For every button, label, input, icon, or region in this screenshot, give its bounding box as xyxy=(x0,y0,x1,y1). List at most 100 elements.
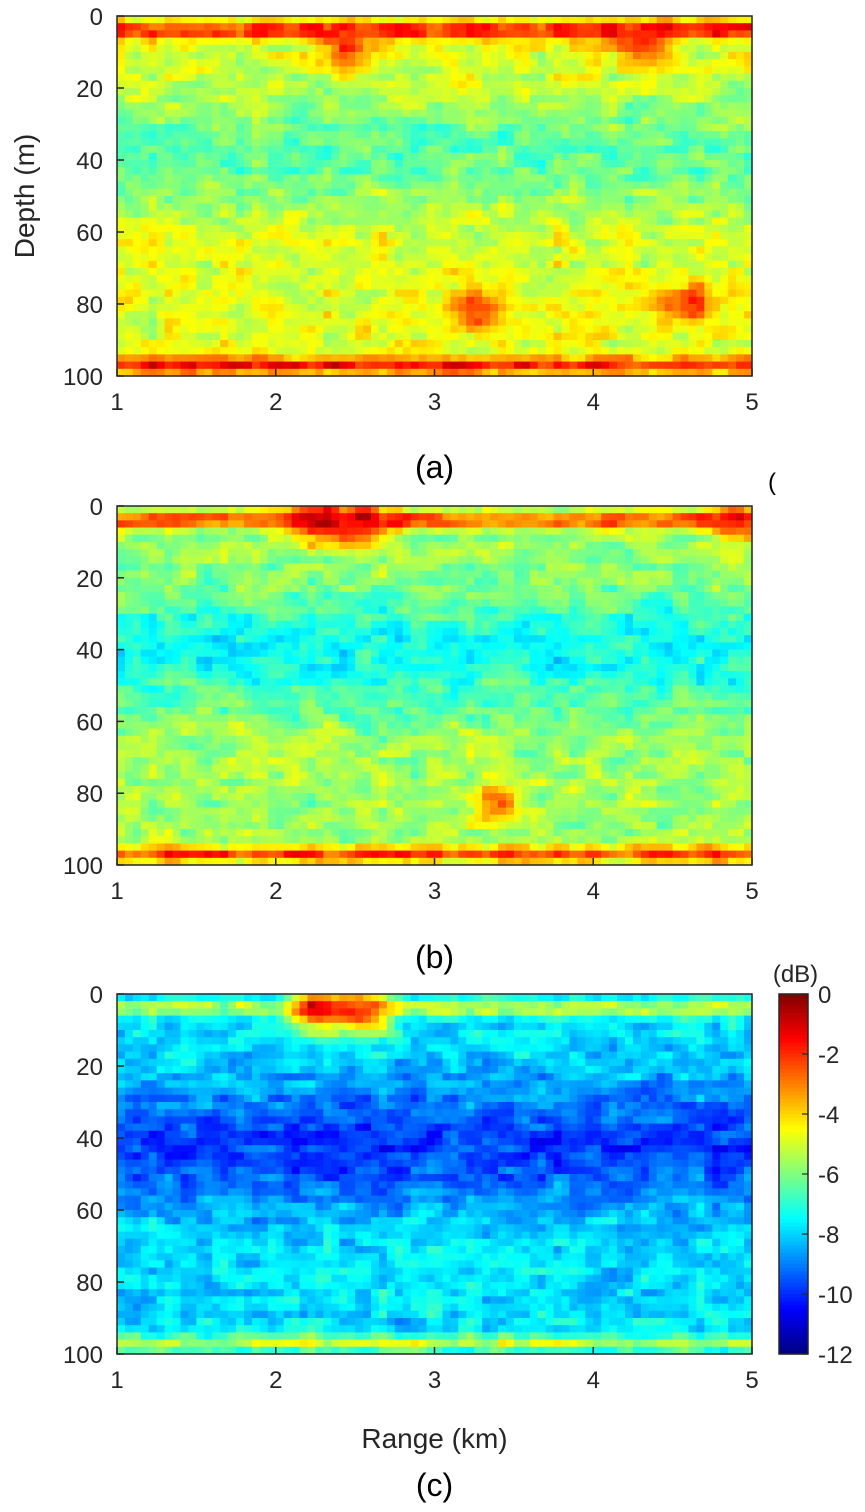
heatmap-cell xyxy=(466,224,475,233)
heatmap-cell xyxy=(402,368,412,377)
heatmap-cell xyxy=(331,340,340,348)
heatmap-cell xyxy=(132,124,142,132)
heatmap-cell xyxy=(259,174,269,183)
heatmap-cell xyxy=(331,584,340,593)
heatmap-cell xyxy=(244,232,253,240)
heatmap-cell xyxy=(529,340,539,348)
heatmap-cell xyxy=(728,95,737,103)
heatmap-cell xyxy=(323,527,332,536)
heatmap-cell xyxy=(132,260,142,269)
heatmap-cell xyxy=(632,23,642,31)
heatmap-cell xyxy=(490,131,499,139)
heatmap-cell xyxy=(275,66,285,75)
heatmap-cell xyxy=(672,289,682,298)
heatmap-cell xyxy=(228,577,237,586)
heatmap-cell xyxy=(537,210,547,219)
heatmap-cell xyxy=(283,570,293,579)
heatmap-cell xyxy=(498,174,507,183)
heatmap-cell xyxy=(220,116,229,125)
heatmap-cell xyxy=(386,332,396,341)
heatmap-cell xyxy=(124,160,134,168)
heatmap-cell xyxy=(640,109,650,118)
heatmap-cell xyxy=(712,340,721,348)
heatmap-cell xyxy=(394,332,404,341)
heatmap-cell xyxy=(585,37,594,46)
heatmap-cell xyxy=(164,59,174,67)
heatmap-cell xyxy=(283,30,293,39)
heatmap-cell xyxy=(601,584,610,593)
heatmap-cell xyxy=(593,59,602,67)
heatmap-cell xyxy=(307,318,317,327)
heatmap-cell xyxy=(394,109,404,118)
heatmap-cell xyxy=(648,44,658,53)
heatmap-cell xyxy=(736,541,745,550)
heatmap-cell xyxy=(331,318,340,327)
heatmap-cell xyxy=(442,88,451,96)
heatmap-cell xyxy=(482,210,491,219)
heatmap-cell xyxy=(267,59,277,67)
heatmap-cell xyxy=(371,160,380,168)
heatmap-cell xyxy=(275,95,285,103)
heatmap-cell xyxy=(577,232,586,240)
heatmap-cell xyxy=(545,203,555,211)
heatmap-cell xyxy=(140,210,150,219)
heatmap-cell xyxy=(339,80,348,89)
heatmap-cell xyxy=(728,318,737,327)
heatmap-cell xyxy=(204,541,213,550)
heatmap-cell xyxy=(672,124,682,132)
heatmap-cell xyxy=(323,80,332,89)
heatmap-cell xyxy=(307,80,317,89)
heatmap-cell xyxy=(529,196,539,204)
heatmap-cell xyxy=(593,318,602,327)
heatmap-cell xyxy=(601,527,610,536)
heatmap-cell xyxy=(664,37,674,46)
heatmap-cell xyxy=(117,73,126,82)
heatmap-cell xyxy=(720,145,729,154)
heatmap-cell xyxy=(664,253,674,262)
heatmap-cell xyxy=(593,361,602,370)
heatmap-cell xyxy=(331,167,340,175)
heatmap-cell xyxy=(291,296,301,305)
heatmap-cell xyxy=(720,196,729,204)
heatmap-cell xyxy=(355,520,364,529)
heatmap-cell xyxy=(601,102,610,111)
heatmap-cell xyxy=(117,174,126,183)
heatmap-cell xyxy=(196,181,205,190)
heatmap-cell xyxy=(331,556,340,565)
heatmap-cell xyxy=(696,88,705,96)
heatmap-cell xyxy=(482,556,491,565)
heatmap-cell xyxy=(505,527,515,536)
heatmap-cell xyxy=(180,311,190,319)
heatmap-cell xyxy=(355,217,364,226)
heatmap-cell xyxy=(458,570,467,579)
heatmap-cell xyxy=(609,181,618,190)
heatmap-cell xyxy=(569,325,578,334)
heatmap-cell xyxy=(434,44,444,53)
heatmap-cell xyxy=(561,282,571,291)
heatmap-cell xyxy=(450,325,459,334)
heatmap-cell xyxy=(180,506,190,514)
heatmap-cell xyxy=(156,80,166,89)
heatmap-cell xyxy=(180,275,190,283)
heatmap-cell xyxy=(275,109,285,118)
heatmap-cell xyxy=(609,116,618,125)
heatmap-cell xyxy=(363,138,372,147)
heatmap-cell xyxy=(466,181,475,190)
heatmap-cell xyxy=(744,325,753,334)
heatmap-cell xyxy=(188,210,197,219)
heatmap-cell xyxy=(529,246,539,255)
heatmap-cell xyxy=(728,224,737,233)
heatmap-cell xyxy=(482,534,491,543)
heatmap-cell xyxy=(696,268,705,276)
heatmap-cell xyxy=(680,138,690,147)
heatmap-cell xyxy=(124,570,134,579)
heatmap-cell xyxy=(450,145,459,154)
heatmap-cell xyxy=(188,174,197,183)
heatmap-cell xyxy=(545,59,555,67)
heatmap-cell xyxy=(513,549,523,557)
heatmap-cell xyxy=(672,152,682,161)
heatmap-cell xyxy=(188,80,197,89)
heatmap-cell xyxy=(688,282,698,291)
heatmap-cell xyxy=(593,37,602,46)
heatmap-cell xyxy=(188,549,197,557)
